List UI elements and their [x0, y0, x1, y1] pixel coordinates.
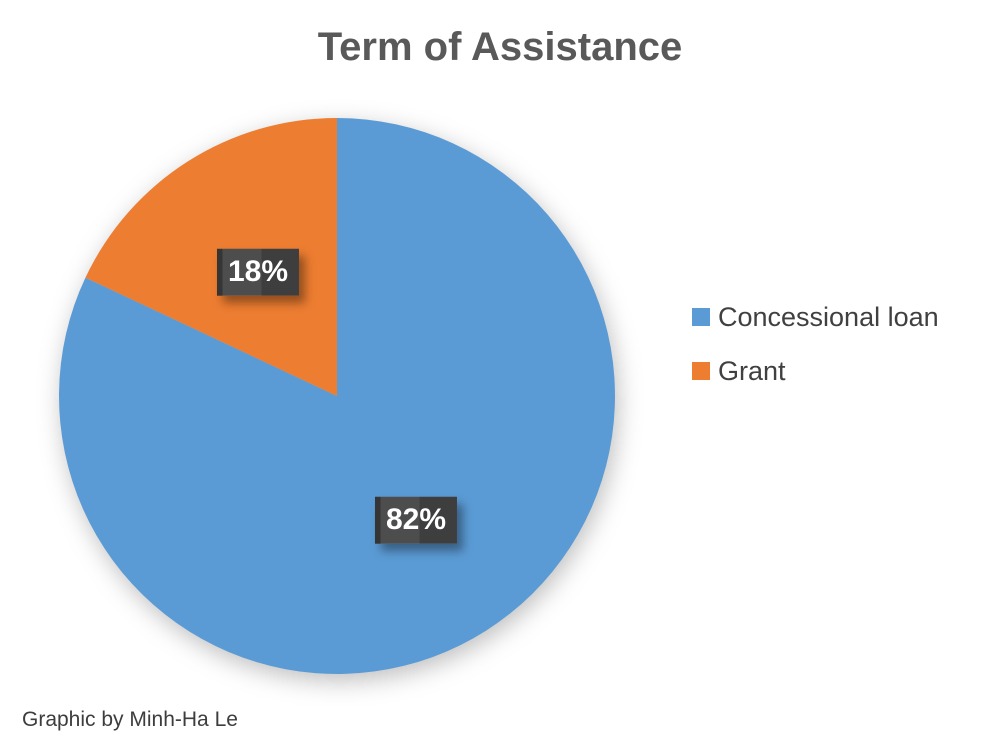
- legend: Concessional loan Grant: [692, 301, 939, 409]
- pie-data-label-grant: 18%: [216, 248, 300, 296]
- legend-label-grant: Grant: [718, 355, 786, 386]
- chart-title: Term of Assistance: [317, 25, 683, 69]
- pie-slice-grant: [85, 118, 338, 396]
- legend-item-grant: Grant: [692, 355, 939, 387]
- pie-slice-concessional-loan: [59, 118, 616, 674]
- legend-label-concessional-loan: Concessional loan: [718, 301, 939, 332]
- legend-item-concessional-loan: Concessional loan: [692, 301, 939, 333]
- legend-swatch-grant-icon: [692, 362, 710, 380]
- pie-data-label-concessional-loan: 82%: [374, 496, 458, 544]
- credit-text: Graphic by Minh-Ha Le: [22, 708, 238, 731]
- legend-swatch-concessional-loan-icon: [692, 308, 710, 326]
